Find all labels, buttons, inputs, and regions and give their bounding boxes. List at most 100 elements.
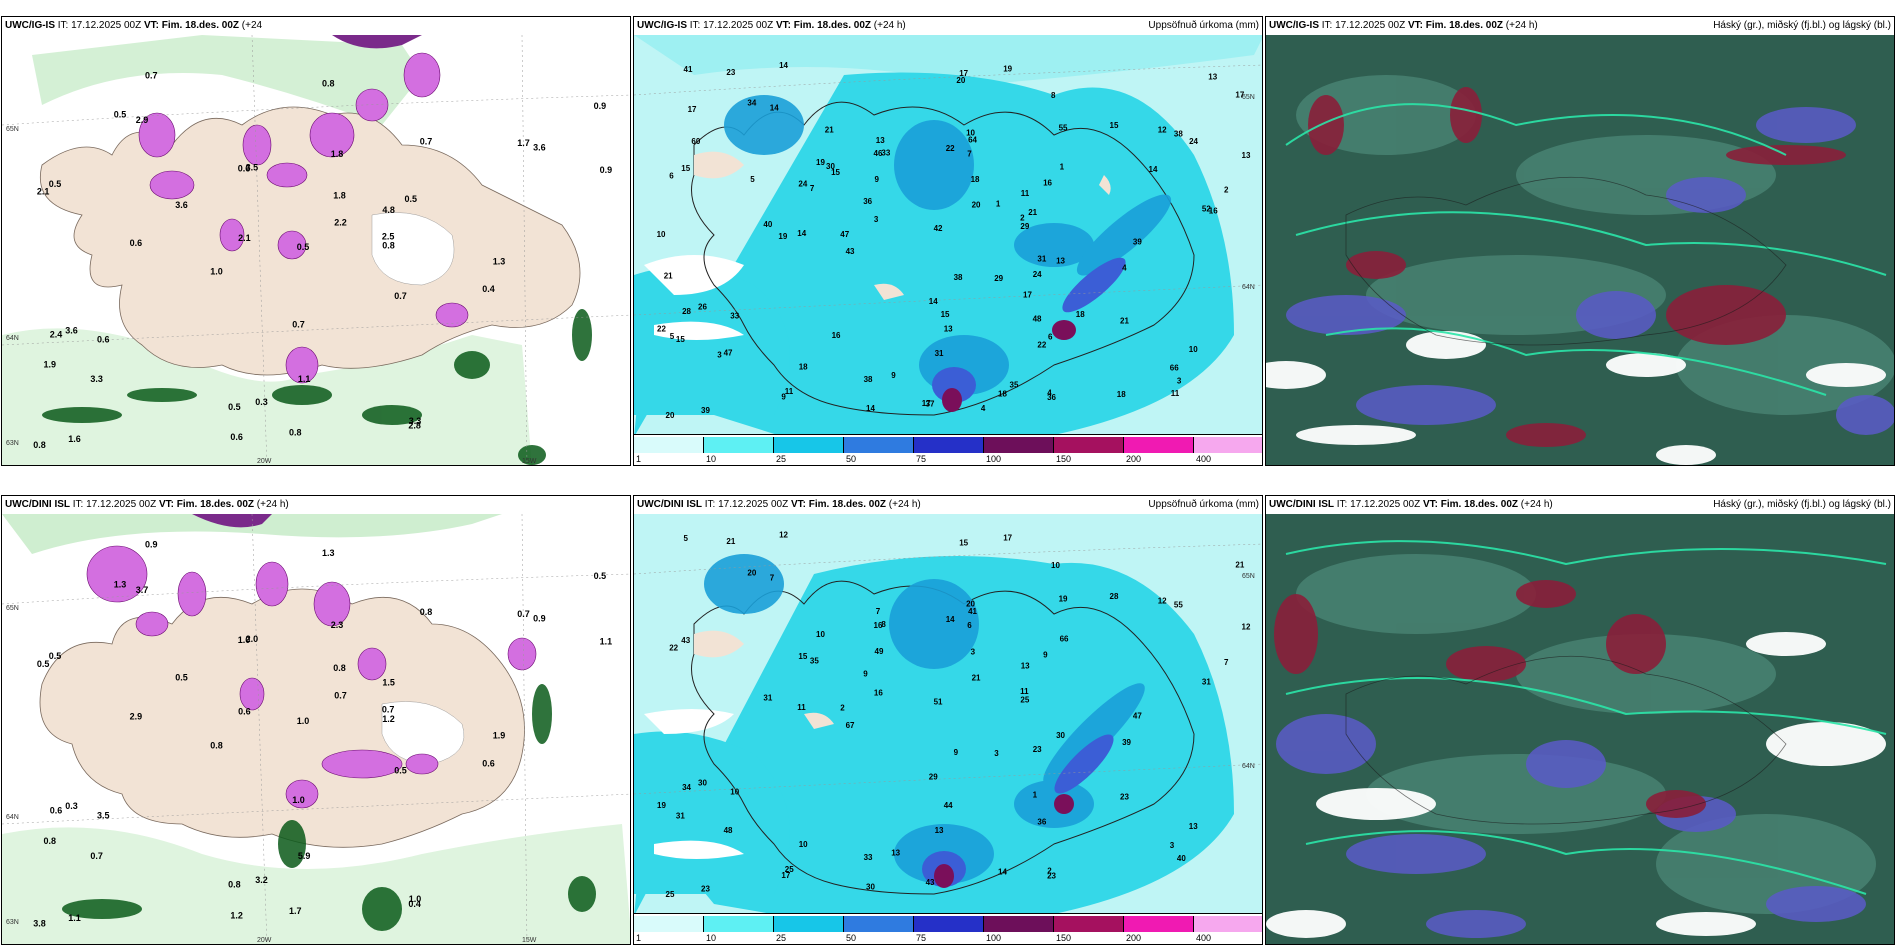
value-label: 55 xyxy=(1059,124,1068,133)
value-label: 23 xyxy=(1047,871,1056,880)
value-label: 47 xyxy=(724,349,733,358)
value-label: 0.9 xyxy=(594,101,607,111)
value-label: 0.7 xyxy=(145,70,158,80)
value-label: 31 xyxy=(676,812,685,821)
value-label: 55 xyxy=(1174,601,1183,610)
value-label: 1.3 xyxy=(493,257,506,267)
value-label: 9 xyxy=(891,371,896,380)
value-label: 0.8 xyxy=(44,836,57,846)
colorbar-swatch xyxy=(984,916,1054,932)
value-label: 8 xyxy=(1051,91,1056,100)
value-label: 2 xyxy=(1047,867,1052,876)
value-label: 4.8 xyxy=(382,205,395,215)
value-label: 1.0 xyxy=(297,716,310,726)
cloud-map xyxy=(1266,514,1894,944)
lat-label: 64N xyxy=(1242,284,1255,291)
value-label: 10 xyxy=(657,230,666,239)
value-label: 1.3 xyxy=(114,580,127,590)
value-label: 16 xyxy=(874,621,883,630)
value-label: 30 xyxy=(1056,731,1065,740)
colorbar-tick: 200 xyxy=(1126,933,1142,943)
colorbar-swatch xyxy=(634,916,704,932)
panel-header: UWC/DINI ISL IT: 17.12.2025 00Z VT: Fim.… xyxy=(1266,496,1894,514)
value-label: 35 xyxy=(810,656,819,665)
value-label: 0.5 xyxy=(49,651,62,661)
value-label: 47 xyxy=(1133,712,1142,721)
value-label: 0.3 xyxy=(255,397,268,407)
wind-snow-map: 65N 64N 63N 20W 15W 1.8 3.5 2.9 0.6 0.7 3.6 0.… xyxy=(2,35,630,465)
value-label: 16 xyxy=(1043,178,1052,187)
value-label: 1.9 xyxy=(493,731,506,741)
value-label: 0.5 xyxy=(594,571,607,581)
precip-map: 65N 64N 18 33 14 33 24 7 15 4 14 2 4 3 40 38 39 26 55 36 2… xyxy=(634,35,1262,465)
value-label: 2.1 xyxy=(238,233,251,243)
colorbar-tick: 150 xyxy=(1056,933,1072,943)
colorbar-swatch xyxy=(844,916,914,932)
value-label: 21 xyxy=(825,125,834,134)
value-label: 7 xyxy=(770,574,775,583)
value-label: 21 xyxy=(1028,208,1037,217)
value-label: 0.6 xyxy=(230,432,243,442)
value-label: 18 xyxy=(971,175,980,184)
value-label: 13 xyxy=(1242,151,1251,160)
value-label: 1.5 xyxy=(382,678,395,688)
value-label: 60 xyxy=(691,137,700,146)
value-label: 3 xyxy=(971,647,976,656)
value-label: 44 xyxy=(944,801,953,810)
value-label: 25 xyxy=(666,890,675,899)
value-label: 23 xyxy=(1033,745,1042,754)
value-label: 38 xyxy=(1174,130,1183,139)
value-label: 1.8 xyxy=(331,149,344,159)
value-label: 9 xyxy=(863,670,868,679)
value-label: 24 xyxy=(798,180,807,189)
value-label: 24 xyxy=(1033,270,1042,279)
value-label: 0.9 xyxy=(145,540,158,550)
value-label: 17 xyxy=(688,105,697,114)
value-label: 17 xyxy=(922,399,931,408)
value-label: 0.8 xyxy=(289,428,302,438)
colorbar-tick: 150 xyxy=(1056,454,1072,464)
value-label: 3.7 xyxy=(136,585,149,595)
value-label: 0.4 xyxy=(482,284,495,294)
value-label: 4 xyxy=(1047,388,1052,397)
value-label: 0.8 xyxy=(228,880,241,890)
value-label: 0.6 xyxy=(130,238,143,248)
value-label: 8 xyxy=(881,620,886,629)
value-label: 4 xyxy=(1122,264,1127,273)
value-label: 2 xyxy=(840,704,845,713)
colorbar-swatch xyxy=(1054,916,1124,932)
value-label: 10 xyxy=(1051,561,1060,570)
value-label: 21 xyxy=(664,272,673,281)
colorbar-tick: 1 xyxy=(636,454,642,464)
value-label: 18 xyxy=(1117,390,1126,399)
value-label: 13 xyxy=(1189,822,1198,831)
value-label: 15 xyxy=(798,652,807,661)
value-label: 49 xyxy=(875,647,884,656)
precip-colorbar: 1 10 25 50 75 100 150 200 400 xyxy=(634,434,1262,465)
value-label: 0.6 xyxy=(238,163,251,173)
value-label: 1 xyxy=(1033,790,1038,799)
value-labels: 1.8 3.5 2.9 0.6 0.7 3.6 0.5 3.3 0.7 2.5 0.4 2.1 0.6 0… xyxy=(33,70,612,449)
value-label: 3.5 xyxy=(97,810,110,820)
value-label: 20 xyxy=(972,201,981,210)
value-label: 42 xyxy=(934,224,943,233)
value-label: 30 xyxy=(866,883,875,892)
value-label: 3.6 xyxy=(533,143,546,153)
value-label: 2.3 xyxy=(331,620,344,630)
value-label: 22 xyxy=(657,325,666,334)
value-label: 26 xyxy=(698,303,707,312)
value-label: 17 xyxy=(1235,90,1244,99)
lon-label: 20W xyxy=(257,458,272,465)
colorbar-tick: 75 xyxy=(916,454,927,464)
value-label: 4 xyxy=(981,404,986,413)
value-label: 0.5 xyxy=(37,659,50,669)
value-label: 47 xyxy=(840,230,849,239)
value-label: 3.3 xyxy=(409,416,422,426)
value-label: 19 xyxy=(1003,64,1012,73)
value-label: 22 xyxy=(1037,341,1046,350)
value-label: 33 xyxy=(881,148,890,157)
value-label: 1.1 xyxy=(600,637,613,647)
value-label: 11 xyxy=(1020,687,1029,696)
value-label: 2.9 xyxy=(130,711,143,721)
value-label: 48 xyxy=(1033,314,1042,323)
